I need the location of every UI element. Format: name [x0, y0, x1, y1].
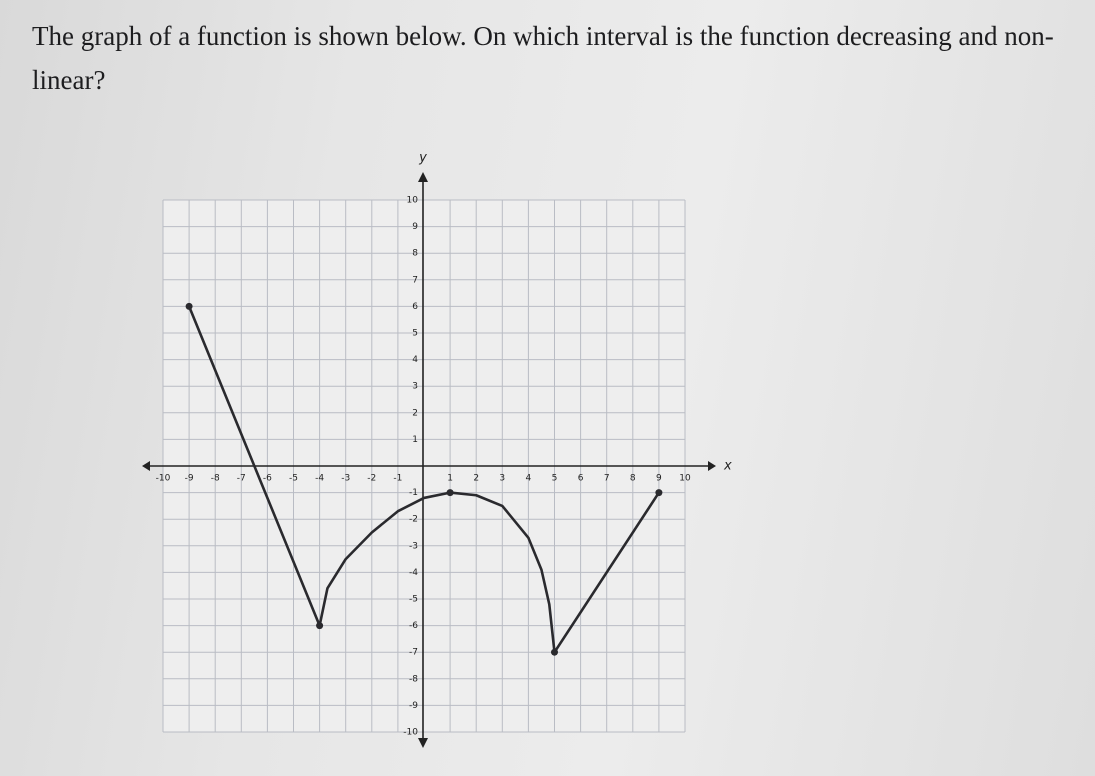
x-tick-label: -2	[367, 474, 376, 484]
y-tick-label: -3	[409, 541, 418, 551]
x-tick-label: -9	[185, 474, 194, 484]
y-tick-label: 6	[412, 302, 418, 312]
y-tick-label: 10	[407, 196, 419, 206]
y-tick-label: -10	[403, 728, 418, 738]
x-tick-label: -5	[289, 474, 298, 484]
x-tick-label: 4	[526, 474, 532, 484]
y-tick-label: 8	[412, 249, 418, 259]
x-tick-label: 2	[473, 474, 479, 484]
y-tick-label: -7	[409, 648, 418, 658]
y-axis-label: y	[418, 151, 427, 166]
y-tick-label: 1	[412, 435, 418, 445]
y-tick-label: -9	[409, 701, 418, 711]
x-tick-label: 10	[679, 474, 691, 484]
y-tick-label: -8	[409, 674, 418, 684]
y-arrow	[418, 738, 428, 748]
y-arrow	[418, 172, 428, 182]
x-tick-label: 3	[499, 474, 505, 484]
endpoint	[446, 489, 454, 497]
y-tick-label: 5	[412, 329, 418, 339]
endpoint	[551, 648, 558, 656]
question: The graph of a function is shown below. …	[32, 21, 1054, 95]
x-tick-label: -3	[341, 474, 350, 484]
x-tick-label: 1	[447, 474, 453, 484]
y-tick-label: -1	[409, 488, 418, 498]
x-axis-label: x	[723, 459, 732, 474]
x-tick-label: -7	[237, 474, 246, 484]
y-tick-label: 4	[412, 355, 418, 365]
y-tick-label: -5	[409, 595, 418, 605]
x-tick-label: -10	[156, 474, 171, 484]
y-tick-label: 2	[412, 408, 418, 418]
x-tick-label: 7	[604, 474, 610, 484]
x-arrow	[708, 461, 716, 471]
x-tick-label: 6	[578, 474, 584, 484]
y-tick-label: 9	[412, 222, 418, 232]
x-arrow	[142, 461, 150, 471]
y-tick-label: 7	[412, 275, 418, 285]
endpoint	[185, 302, 193, 310]
x-tick-label: 5	[552, 474, 558, 484]
y-tick-label: -2	[409, 515, 418, 525]
x-tick-label: -4	[315, 474, 324, 484]
x-tick-label: -1	[393, 474, 402, 484]
x-tick-label: -6	[263, 474, 272, 484]
x-tick-label: 9	[656, 474, 662, 484]
endpoint	[316, 622, 324, 630]
x-tick-label: 8	[630, 474, 636, 484]
x-tick-label: -8	[211, 474, 220, 484]
y-tick-label: 3	[412, 382, 418, 392]
y-tick-label: -6	[409, 621, 418, 631]
endpoint	[655, 489, 663, 497]
y-tick-label: -4	[409, 568, 418, 578]
